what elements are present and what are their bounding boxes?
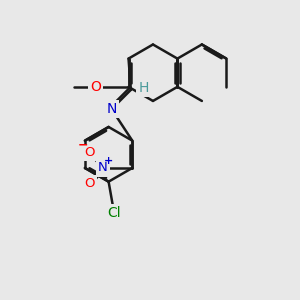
Text: N: N [106,102,117,116]
Text: O: O [90,80,101,94]
Text: −: − [78,139,88,152]
Text: N: N [98,161,107,175]
Text: O: O [84,146,94,159]
Text: Cl: Cl [108,206,122,220]
Text: +: + [104,156,113,167]
Text: O: O [84,177,94,190]
Text: H: H [138,81,148,95]
